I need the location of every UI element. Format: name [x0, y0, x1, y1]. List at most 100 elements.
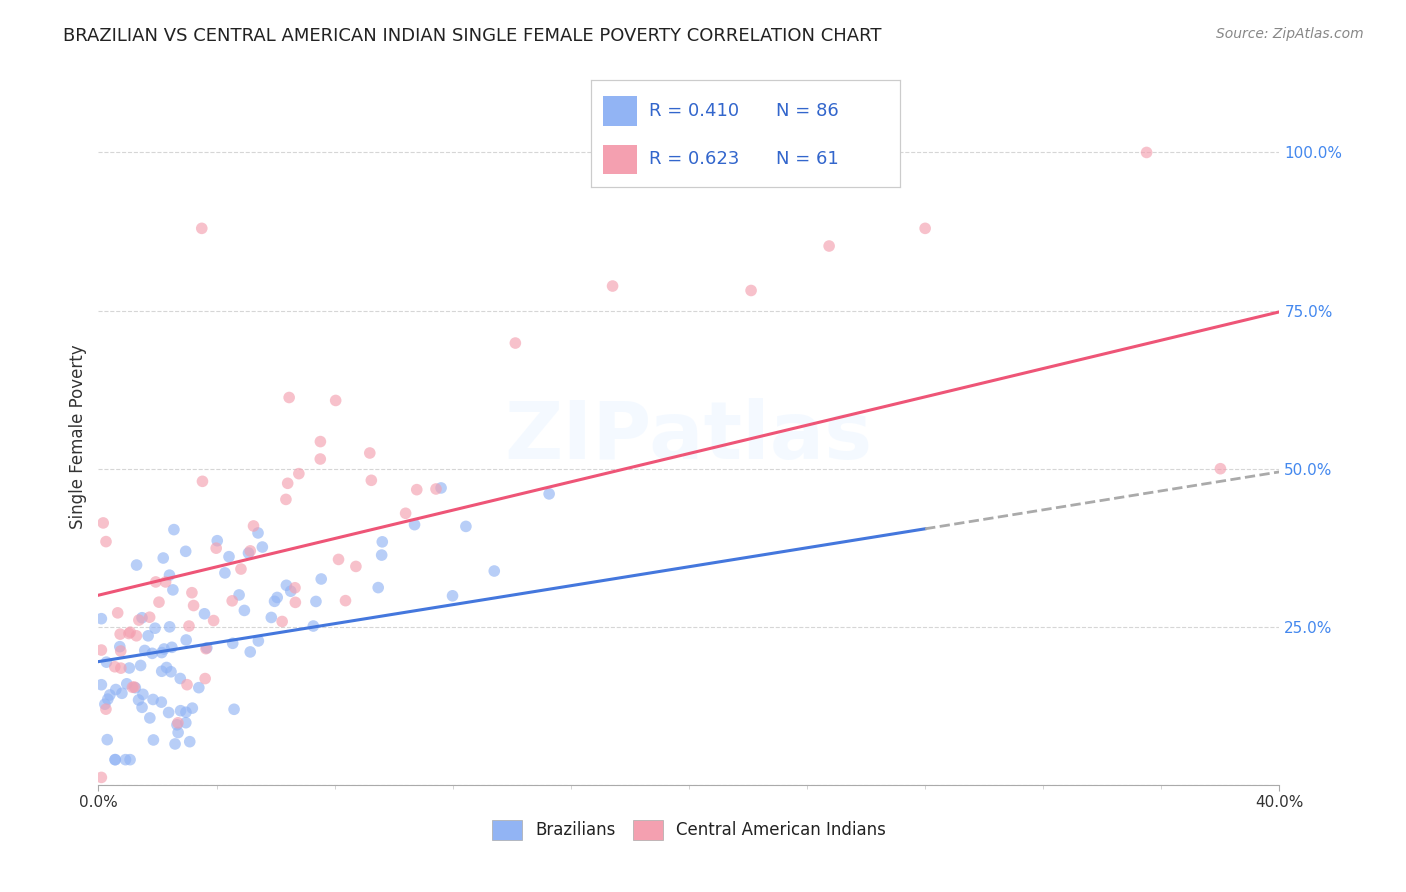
Point	[111, 686, 134, 700]
Point	[205, 541, 228, 556]
Point	[1209, 461, 1232, 475]
Point	[367, 581, 389, 595]
Point	[276, 578, 298, 592]
Point	[115, 677, 138, 691]
Point	[155, 660, 177, 674]
Point	[153, 642, 176, 657]
Point	[90, 643, 112, 657]
Point	[404, 517, 426, 532]
Point	[104, 753, 127, 767]
Point	[174, 544, 197, 558]
Point	[335, 593, 357, 607]
Point	[260, 610, 283, 624]
Point	[94, 702, 117, 716]
Point	[114, 753, 136, 767]
Point	[309, 434, 332, 449]
Point	[195, 640, 218, 655]
Point	[129, 658, 152, 673]
Point	[97, 692, 120, 706]
Point	[134, 643, 156, 657]
Point	[191, 221, 214, 235]
Point	[229, 562, 252, 576]
Point	[371, 534, 394, 549]
Point	[305, 594, 328, 608]
Point	[194, 641, 217, 656]
Point	[247, 634, 270, 648]
Text: R = 0.410: R = 0.410	[650, 103, 740, 120]
Point	[160, 665, 183, 679]
Point	[266, 591, 288, 605]
Point	[425, 482, 447, 496]
Point	[152, 551, 174, 566]
Text: ZIPatlas: ZIPatlas	[505, 398, 873, 476]
Point	[180, 585, 202, 599]
Point	[167, 715, 190, 730]
Point	[247, 525, 270, 540]
Point	[91, 516, 114, 530]
Point	[263, 594, 285, 608]
Point	[142, 692, 165, 706]
Point	[221, 594, 243, 608]
Point	[394, 506, 416, 520]
Point	[120, 753, 142, 767]
Point	[122, 680, 145, 694]
Point	[155, 574, 177, 589]
Point	[740, 284, 762, 298]
Point	[150, 695, 173, 709]
Point	[187, 681, 209, 695]
Point	[309, 572, 332, 586]
Point	[218, 549, 240, 564]
Point	[108, 627, 131, 641]
Point	[162, 582, 184, 597]
Point	[360, 473, 382, 487]
Point	[242, 519, 264, 533]
Point	[128, 693, 150, 707]
Point	[284, 595, 307, 609]
Point	[179, 734, 201, 748]
Point	[183, 599, 205, 613]
Point	[325, 393, 347, 408]
Point	[914, 221, 936, 235]
Bar	[603, 96, 637, 127]
Point	[278, 391, 301, 405]
Point	[328, 552, 350, 566]
Point	[1136, 145, 1159, 160]
Point	[150, 665, 173, 679]
Point	[359, 446, 381, 460]
Point	[96, 655, 118, 669]
Point	[90, 771, 112, 785]
Point	[430, 481, 453, 495]
Point	[484, 564, 506, 578]
Point	[505, 336, 527, 351]
Point	[159, 620, 181, 634]
Point	[239, 645, 262, 659]
Point	[141, 646, 163, 660]
Point	[120, 625, 142, 640]
Point	[602, 279, 624, 293]
Point	[124, 681, 146, 695]
Point	[94, 697, 117, 711]
Point	[193, 607, 215, 621]
Point	[98, 688, 121, 702]
Point	[125, 558, 148, 572]
Point	[233, 603, 256, 617]
Point	[143, 621, 166, 635]
Text: BRAZILIAN VS CENTRAL AMERICAN INDIAN SINGLE FEMALE POVERTY CORRELATION CHART: BRAZILIAN VS CENTRAL AMERICAN INDIAN SIN…	[63, 27, 882, 45]
Point	[194, 672, 217, 686]
Point	[174, 632, 197, 647]
Text: Source: ZipAtlas.com: Source: ZipAtlas.com	[1216, 27, 1364, 41]
Point	[302, 619, 325, 633]
Point	[405, 483, 427, 497]
Point	[370, 548, 392, 562]
Point	[139, 711, 162, 725]
Point	[96, 732, 118, 747]
Point	[131, 611, 153, 625]
Point	[90, 678, 112, 692]
Point	[169, 704, 191, 718]
Point	[538, 487, 561, 501]
Text: N = 61: N = 61	[776, 151, 839, 169]
Point	[169, 672, 191, 686]
Point	[177, 619, 200, 633]
Legend: Brazilians, Central American Indians: Brazilians, Central American Indians	[485, 814, 893, 847]
Y-axis label: Single Female Poverty: Single Female Poverty	[69, 345, 87, 529]
